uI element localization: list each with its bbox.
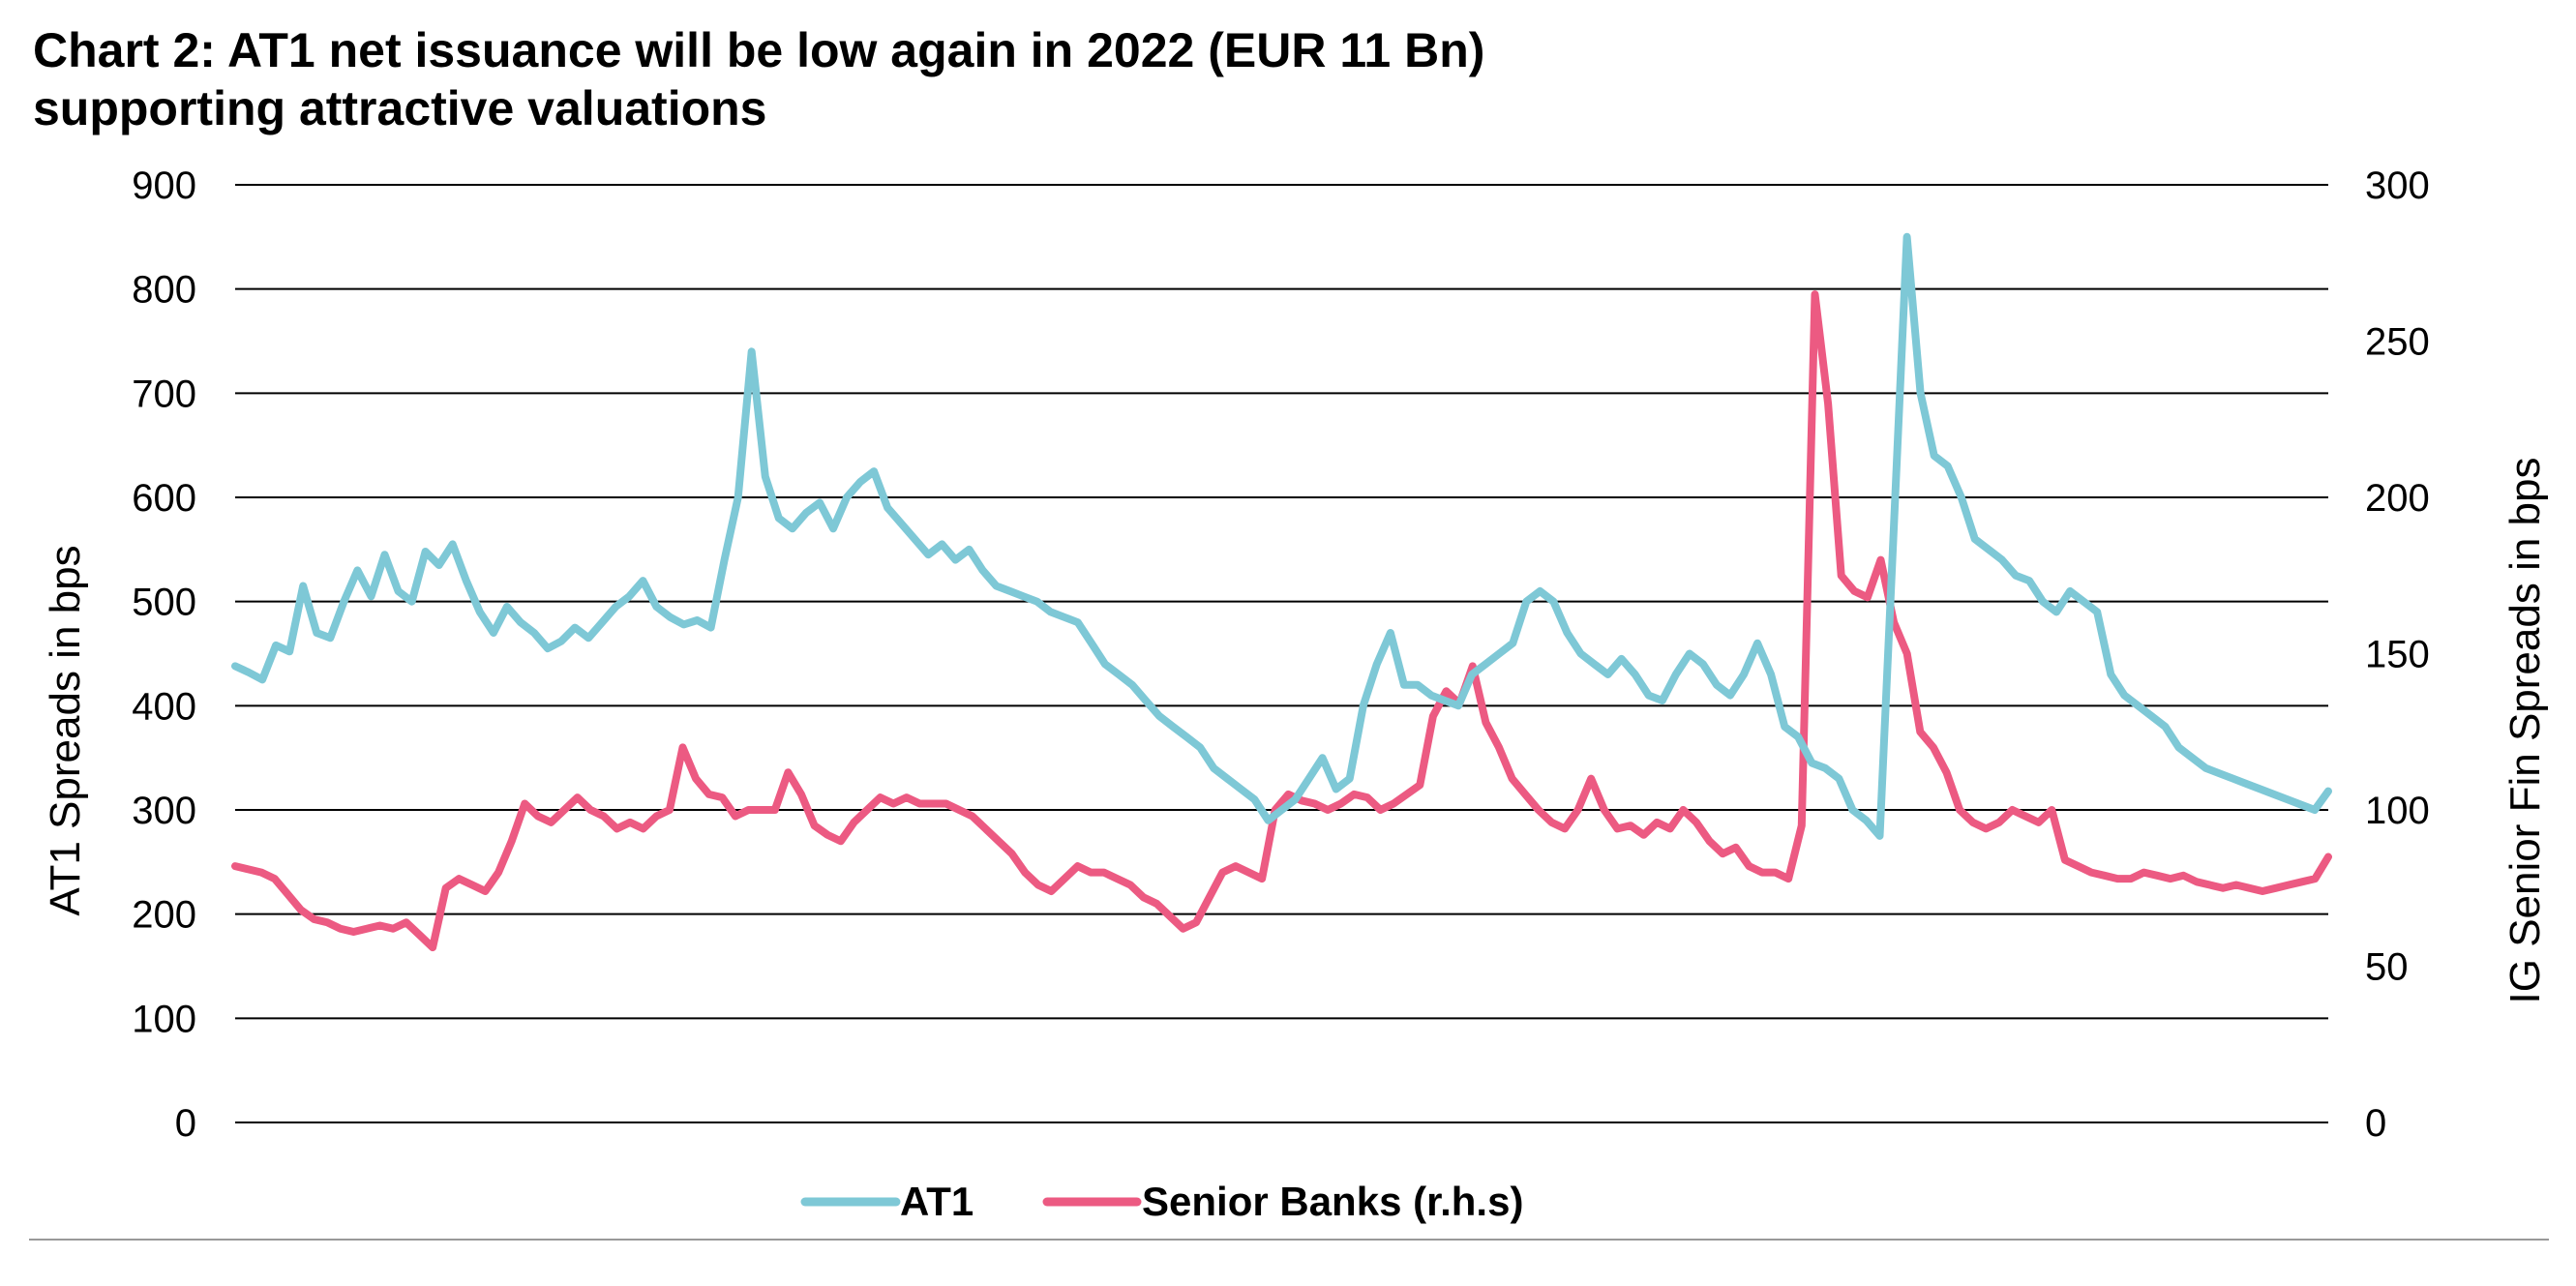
- series-line-at1: [231, 232, 2332, 840]
- left-axis-ticks: 0 100 200 300 400 500 600 700 800 900: [132, 164, 196, 1145]
- right-tick-label: 0: [2365, 1102, 2386, 1145]
- left-tick-label: 0: [175, 1102, 196, 1145]
- left-tick-label: 800: [132, 269, 196, 312]
- left-tick-label: 500: [132, 582, 196, 624]
- right-tick-label: 200: [2365, 477, 2430, 520]
- right-axis-title: IG Senior Fin Spreads in bps: [2501, 458, 2549, 1004]
- chart-title: Chart 2: AT1 net issuance will be low ag…: [33, 21, 1484, 137]
- right-tick-label: 250: [2365, 321, 2430, 364]
- left-tick-label: 200: [132, 894, 196, 937]
- right-axis-ticks: 0 50 100 150 200 250 300: [2365, 164, 2430, 1145]
- right-tick-label: 100: [2365, 790, 2430, 832]
- left-axis-title: AT1 Spreads in bps: [42, 545, 89, 915]
- left-tick-label: 600: [132, 477, 196, 520]
- right-tick-label: 150: [2365, 634, 2430, 676]
- left-tick-label: 300: [132, 790, 196, 832]
- legend: AT1 Senior Banks (r.h.s): [800, 1179, 1523, 1224]
- left-tick-label: 100: [132, 998, 196, 1040]
- right-tick-label: 50: [2365, 946, 2409, 989]
- chart-title-line-1: Chart 2: AT1 net issuance will be low ag…: [33, 23, 1485, 77]
- left-tick-label: 900: [132, 164, 196, 207]
- left-tick-label: 400: [132, 685, 196, 728]
- left-tick-label: 700: [132, 373, 196, 415]
- legend-label-at1: AT1: [900, 1179, 973, 1224]
- legend-label-senior-banks: Senior Banks (r.h.s): [1142, 1179, 1523, 1224]
- right-tick-label: 300: [2365, 164, 2430, 207]
- gridlines: [235, 184, 2328, 1123]
- series-line-senior-banks: [231, 290, 2332, 952]
- chart-title-line-2: supporting attractive valuations: [33, 81, 767, 135]
